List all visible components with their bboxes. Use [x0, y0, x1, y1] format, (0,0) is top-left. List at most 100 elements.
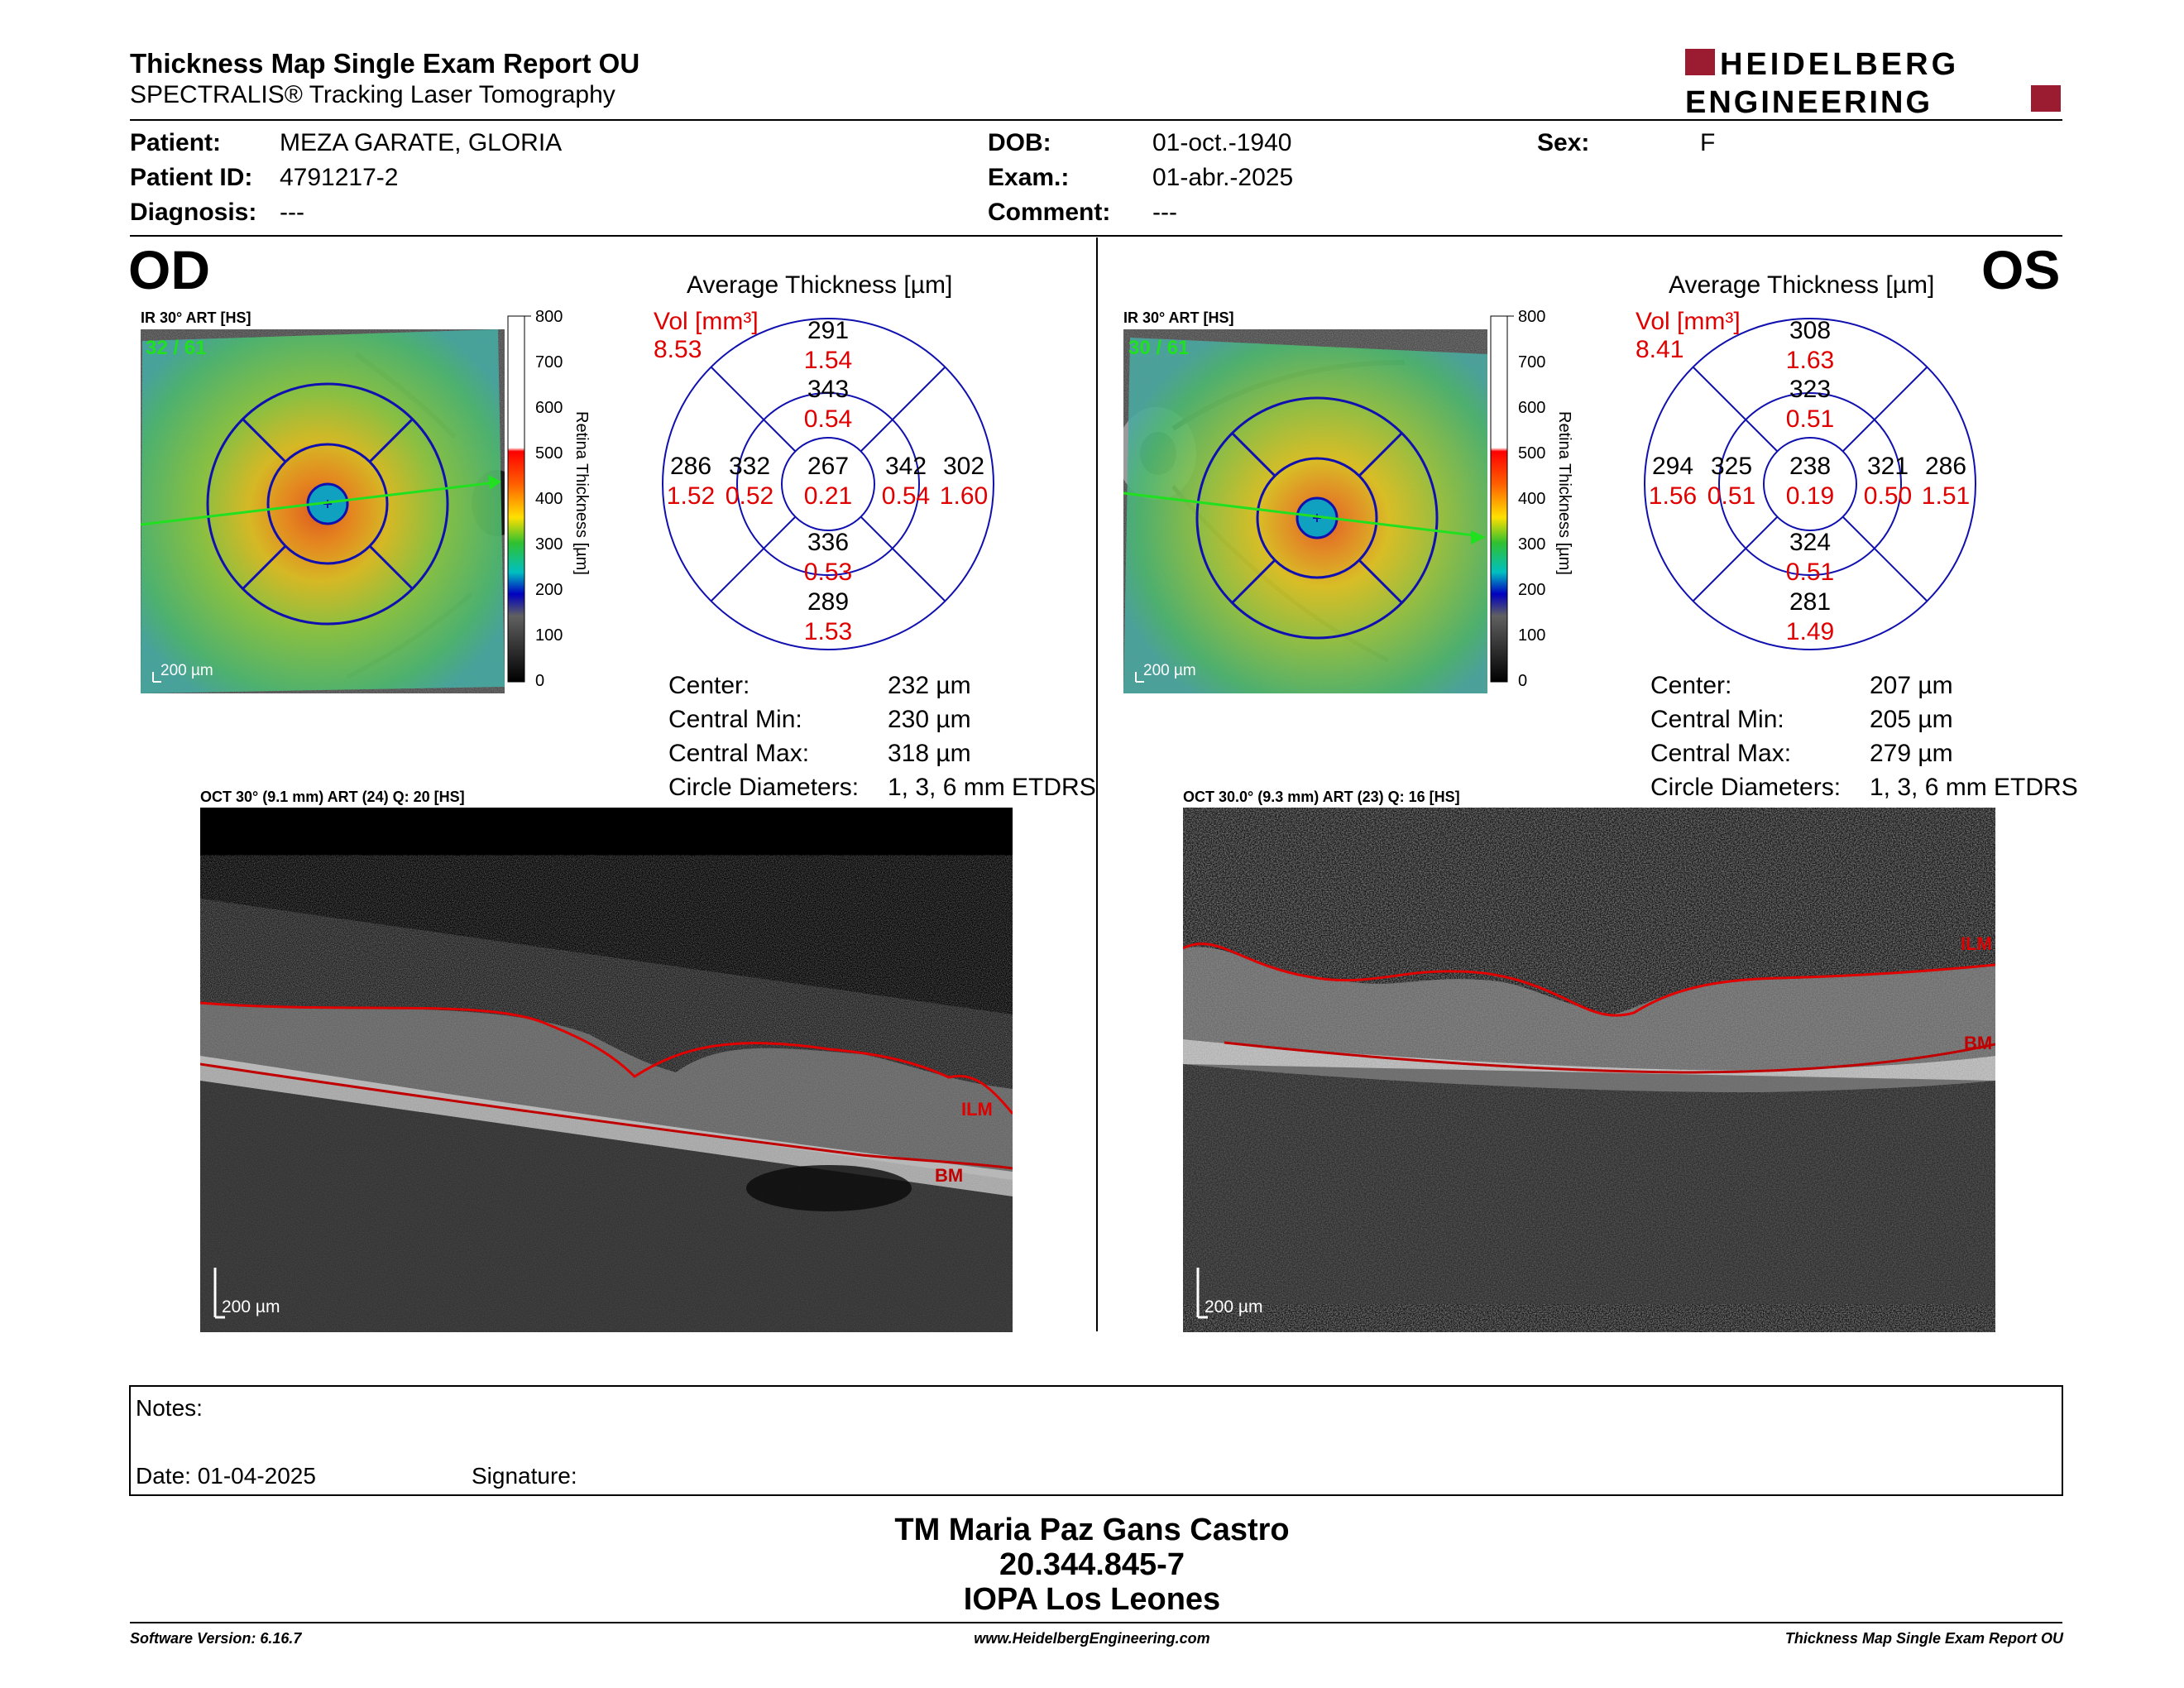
dob-value: 01-oct.-1940 [1152, 129, 1292, 156]
od-cbar-label: Retina Thickness [µm] [572, 411, 591, 575]
patient-rule [130, 235, 2062, 237]
od-bm-label: BM [935, 1165, 963, 1186]
patient-value: MEZA GARATE, GLORIA [280, 129, 563, 156]
os-cbar-tick: 500 [1518, 444, 1545, 463]
od-outer-inf-thick: 289 [807, 588, 849, 616]
od-oct-bscan: ILM BM 200 µm [199, 808, 1014, 1332]
od-min-value: 230 µm [888, 706, 971, 733]
os-outer-sup-thick: 308 [1789, 317, 1831, 344]
os-min-value: 205 µm [1870, 706, 1953, 733]
os-bm-label: BM [1964, 1033, 1992, 1053]
od-inner-sup-vol: 0.54 [804, 405, 852, 433]
od-cbar-tick: 300 [535, 535, 563, 554]
od-inner-sup-thick: 343 [807, 376, 849, 403]
od-ilm-label: ILM [961, 1099, 993, 1120]
notes-signature-label: Signature: [472, 1463, 577, 1489]
exam-label: Exam.: [988, 164, 1070, 191]
heidelberg-logo: HEIDELBERG ENGINEERING [1684, 46, 2064, 120]
os-min-label: Central Min: [1650, 706, 1784, 733]
logo-line2: ENGINEERING [1685, 85, 1933, 116]
od-cbar-tick: 0 [535, 672, 544, 690]
comment-value: --- [1152, 199, 1177, 226]
os-center-label: Center: [1650, 672, 1732, 699]
od-inner-nas-vol: 0.54 [882, 482, 930, 510]
os-outer-temp-vol: 1.56 [1649, 482, 1697, 510]
os-inner-nas-vol: 0.50 [1864, 482, 1912, 510]
os-outer-nas-thick: 286 [1925, 453, 1966, 480]
patient-id-value: 4791217-2 [280, 164, 399, 191]
os-inner-temp-vol: 0.51 [1707, 482, 1755, 510]
os-diam-value: 1, 3, 6 mm ETDRS [1870, 774, 2078, 801]
od-etdrs-grid: 291 1.54 343 0.54 286 1.52 332 0.52 267 … [659, 314, 998, 654]
od-cbar-tick: 800 [535, 308, 563, 326]
footer-rule [130, 1622, 2062, 1623]
os-cbar-tick: 100 [1518, 626, 1545, 645]
od-oct-label: OCT 30° (9.1 mm) ART (24) Q: 20 [HS] [200, 789, 465, 805]
diagnosis-value: --- [280, 199, 304, 226]
od-vol-label: Vol [mm³] [654, 308, 759, 335]
os-cbar-tick: 600 [1518, 399, 1545, 417]
os-cbar-tick: 300 [1518, 535, 1545, 554]
os-outer-nas-vol: 1.51 [1922, 482, 1970, 510]
notes-box: Notes: Date: 01-04-2025 Signature: [129, 1385, 2063, 1496]
os-outer-temp-thick: 294 [1652, 453, 1693, 480]
logo-line1: HEIDELBERG [1720, 47, 1959, 82]
os-cbar-label: Retina Thickness [µm] [1555, 411, 1573, 575]
footer-software-version: Software Version: 6.16.7 [130, 1630, 302, 1647]
os-cbar-tick: 700 [1518, 353, 1545, 372]
dob-label: DOB: [988, 129, 1051, 156]
od-outer-inf-vol: 1.53 [804, 618, 852, 645]
os-oct-label: OCT 30.0° (9.3 mm) ART (23) Q: 16 [HS] [1183, 789, 1460, 805]
exam-value: 01-abr.-2025 [1152, 164, 1294, 191]
od-inner-temp-vol: 0.52 [726, 482, 774, 510]
report-subtitle: SPECTRALIS® Tracking Laser Tomography [130, 81, 615, 108]
od-ir-scale: 200 µm [160, 662, 213, 679]
od-fundus-map: 32 / 61 200 µm [140, 329, 521, 693]
os-inner-sup-vol: 0.51 [1786, 405, 1834, 433]
patient-label: Patient: [130, 129, 222, 156]
os-outer-inf-thick: 281 [1789, 588, 1831, 616]
os-center-value: 207 µm [1870, 672, 1953, 699]
footer-report-name: Thickness Map Single Exam Report OU [1784, 1630, 2063, 1647]
header-rule [130, 119, 2062, 121]
sex-label: Sex: [1537, 129, 1590, 156]
os-avg-title: Average Thickness [µm] [1669, 271, 1935, 299]
od-outer-nas-thick: 302 [943, 453, 984, 480]
od-frames: 32 / 61 [146, 337, 206, 359]
os-inner-inf-thick: 324 [1789, 529, 1831, 556]
od-min-label: Central Min: [668, 706, 802, 733]
od-center-value: 232 µm [888, 672, 971, 699]
os-inner-nas-thick: 321 [1867, 453, 1909, 480]
eye-divider [1096, 237, 1098, 1331]
signature-id: 20.344.845-7 [999, 1547, 1185, 1582]
od-outer-nas-vol: 1.60 [940, 482, 988, 510]
os-inner-sup-thick: 323 [1789, 376, 1831, 403]
od-cbar-tick: 700 [535, 353, 563, 372]
od-avg-title: Average Thickness [µm] [687, 271, 953, 299]
od-outer-temp-vol: 1.52 [667, 482, 715, 510]
os-center-vol: 0.19 [1786, 482, 1834, 510]
od-vol-value: 8.53 [654, 336, 702, 363]
od-cbar-tick: 100 [535, 626, 563, 645]
os-outer-sup-vol: 1.63 [1786, 347, 1834, 374]
signature-org: IOPA Los Leones [963, 1582, 1221, 1617]
os-colorbar: 800 700 600 500 400 300 200 100 0 Retina… [1489, 308, 1588, 697]
od-outer-temp-thick: 286 [670, 453, 711, 480]
os-max-label: Central Max: [1650, 740, 1792, 767]
os-vol-label: Vol [mm³] [1636, 308, 1741, 335]
od-diam-label: Circle Diameters: [668, 774, 860, 801]
od-cbar-tick: 500 [535, 444, 563, 463]
os-center-thick: 238 [1789, 453, 1831, 480]
os-etdrs-grid: 308 1.63 323 0.51 294 1.56 325 0.51 238 … [1640, 314, 1980, 654]
od-center-vol: 0.21 [804, 482, 852, 510]
od-oct-scale: 200 µm [222, 1297, 280, 1316]
os-cbar-tick: 0 [1518, 672, 1527, 690]
od-inner-inf-vol: 0.53 [804, 559, 852, 586]
os-ir-scale: 200 µm [1143, 662, 1196, 679]
sex-value: F [1700, 129, 1716, 156]
os-eye-label: OS [1981, 239, 2061, 300]
od-center-thick: 267 [807, 453, 849, 480]
od-cbar-tick: 400 [535, 490, 563, 508]
os-ilm-label: ILM [1961, 933, 1992, 954]
od-diam-value: 1, 3, 6 mm ETDRS [888, 774, 1096, 801]
